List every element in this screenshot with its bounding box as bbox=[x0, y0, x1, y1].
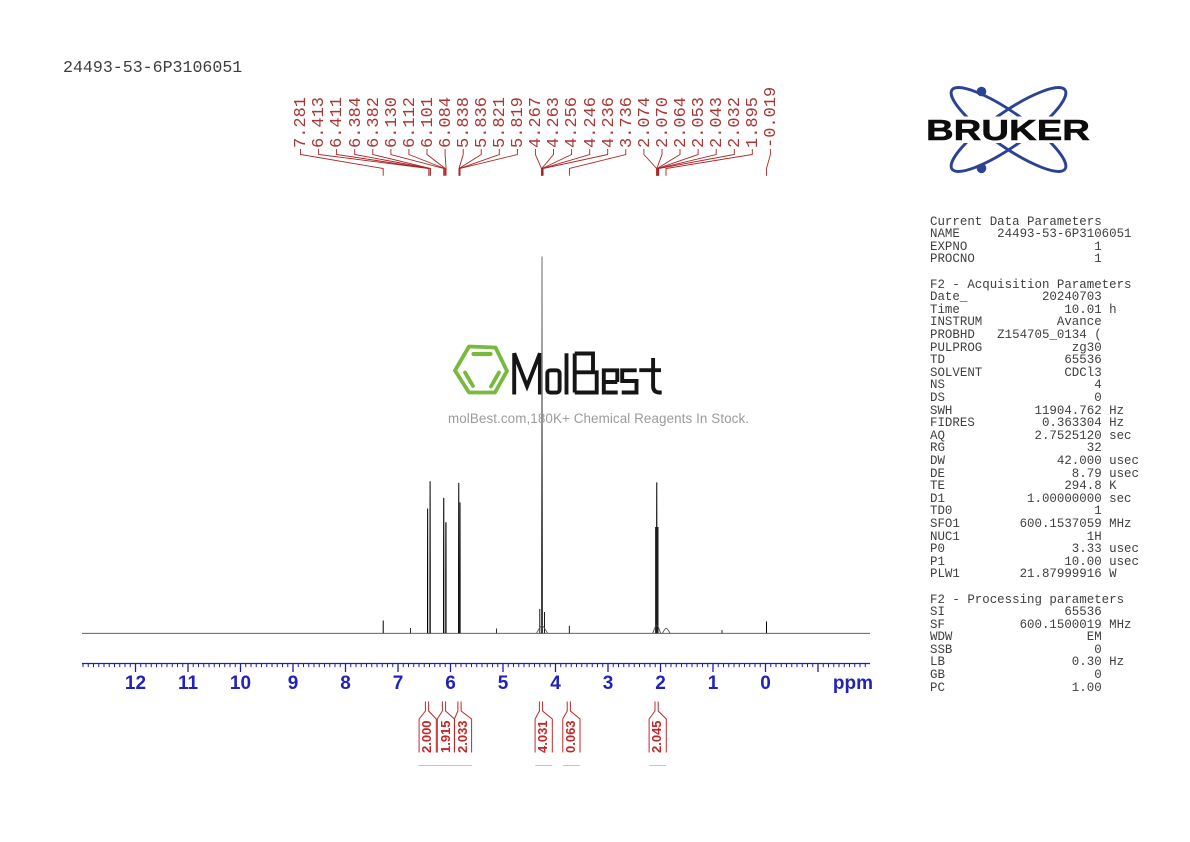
svg-text:BRUKER: BRUKER bbox=[926, 115, 1090, 147]
